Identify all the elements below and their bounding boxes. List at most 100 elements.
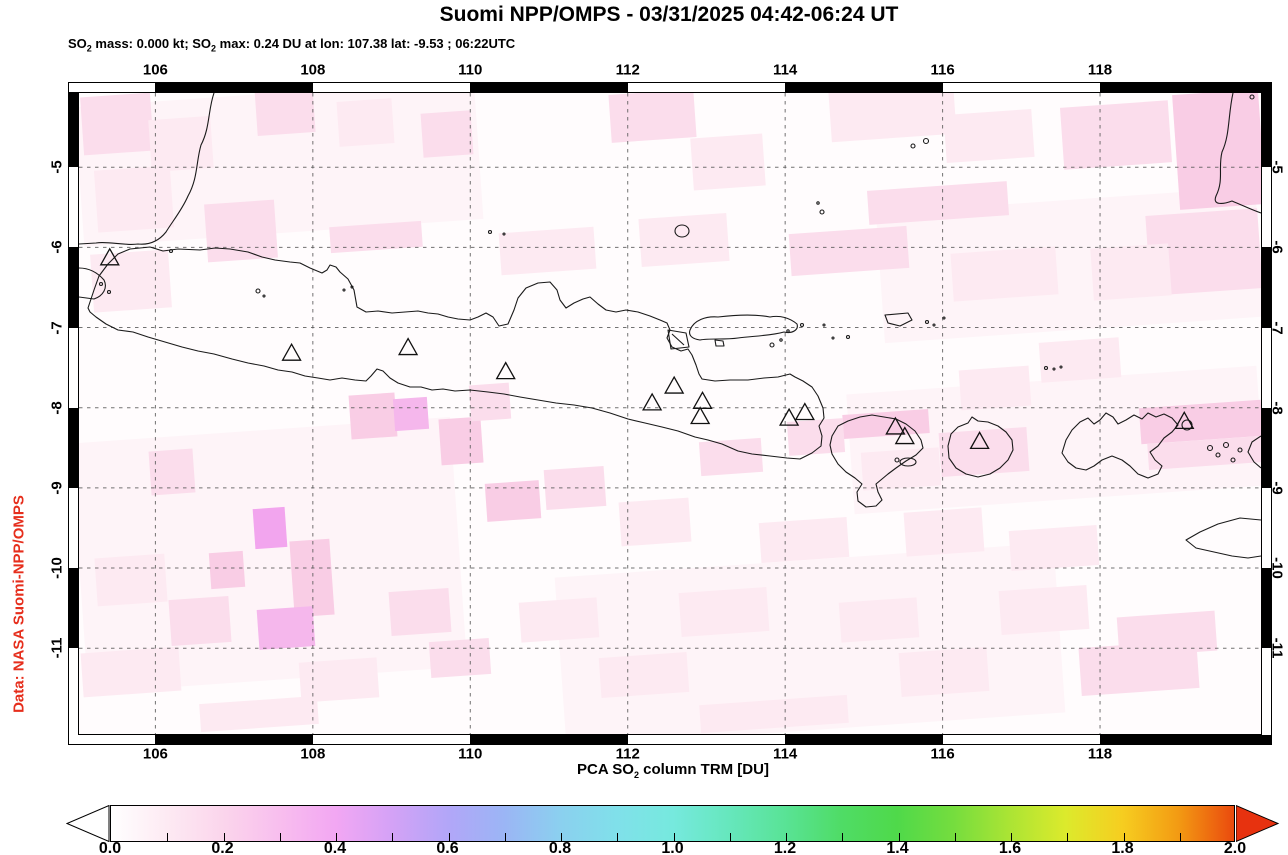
colorbar-tick-label: 1.6: [998, 840, 1022, 855]
lon-tick-label-bottom: 114: [773, 745, 798, 763]
colorbar-tick: [1179, 833, 1181, 841]
so2-pixel: [618, 497, 692, 547]
subtitle: SO2 mass: 0.000 kt; SO2 max: 0.24 DU at …: [68, 36, 516, 54]
frame-band-segment: [1100, 83, 1271, 92]
so2-pixel: [898, 646, 990, 698]
frame-band-segment: [69, 568, 78, 649]
so2-pixel: [690, 133, 766, 191]
frame-band-top: [69, 83, 1271, 92]
frame-band-segment: [785, 83, 943, 92]
colorbar-tick: [842, 833, 844, 841]
so2-pixel: [484, 480, 542, 522]
so2-pixel: [950, 246, 1059, 302]
coast-lombok: [947, 416, 1014, 478]
so2-pixel: [80, 93, 154, 156]
volcano-triangle-marker: [969, 431, 990, 450]
colorbar-tick: [1067, 833, 1069, 841]
frame-band-segment: [785, 735, 943, 744]
frame-band-bottom: [69, 735, 1271, 744]
so2-pixel: [943, 108, 1035, 164]
frame-band-segment: [470, 735, 628, 744]
so2-pixel: [329, 220, 423, 254]
lat-tick-label-left: -5: [48, 160, 66, 174]
coast-bali: [829, 414, 924, 508]
frame-band-segment: [1262, 568, 1271, 649]
volcano-triangle-marker: [397, 337, 419, 356]
frame-band-segment: [942, 83, 1101, 92]
lat-tick-label-right: -9: [1268, 481, 1286, 495]
so2-pixel: [252, 506, 288, 550]
lat-tick-label-left: -9: [48, 481, 66, 495]
so2-pixel: [860, 447, 942, 491]
so2-pixel: [828, 93, 957, 143]
coast-sumatra-bay: [79, 267, 106, 300]
so2-pixel: [698, 437, 764, 477]
frame-band-segment: [470, 83, 628, 92]
so2-pixel: [148, 448, 196, 496]
so2-pixel: [788, 225, 910, 277]
colorbar-tick: [392, 833, 394, 841]
so2-pixel: [204, 199, 278, 263]
volcano-triangle-marker: [664, 375, 685, 394]
colorbar-tick: [448, 833, 450, 841]
frame-band-segment: [1262, 92, 1271, 168]
volcano-triangle-marker: [885, 416, 906, 435]
volcano-triangle-marker: [642, 392, 663, 411]
colorbar-tick: [336, 833, 337, 841]
so2-pixel: [846, 365, 1261, 515]
so2-pixel: [348, 392, 398, 440]
frame-band-segment: [627, 83, 786, 92]
lon-tick-label-top: 118: [1087, 61, 1113, 79]
colorbar-over-arrow: [1236, 805, 1280, 842]
colorbar-tick: [673, 833, 675, 841]
so2-pixel: [866, 181, 1010, 225]
so2-pixel: [1145, 208, 1261, 296]
so2-pixel: [938, 426, 1030, 478]
so2-pixel: [298, 657, 380, 703]
colorbar-tick: [954, 833, 956, 841]
so2-pixel: [148, 115, 214, 173]
lon-tick-label-top: 116: [930, 61, 955, 79]
frame-band-segment: [69, 247, 78, 328]
frame-band-segment: [69, 648, 78, 735]
volcano-triangle-marker: [1174, 411, 1195, 429]
so2-pixel: [638, 212, 730, 268]
so2-pixel: [93, 165, 175, 233]
lat-tick-label-left: -7: [48, 320, 66, 335]
lat-tick-label-left: -11: [48, 637, 66, 659]
so2-pixel: [208, 550, 246, 590]
so2-pixel: [958, 365, 1032, 411]
so2-pixel: [608, 93, 697, 143]
so2-pixel: [498, 226, 597, 276]
lat-tick-label-left: -10: [48, 557, 66, 579]
so2-pixel: [1038, 337, 1122, 383]
graticule-layer: [79, 93, 1261, 734]
frame-band-segment: [1262, 648, 1271, 735]
volcano-triangle-marker: [690, 406, 711, 425]
colorbar-tick-label: 0.0: [98, 840, 122, 855]
colorbar-tick: [167, 833, 169, 841]
frame-band-segment: [1262, 487, 1271, 569]
volcano-triangle-marker: [894, 426, 915, 445]
so2-pixel: [336, 98, 395, 147]
lat-tick-label-right: -11: [1268, 637, 1286, 659]
so2-pixel: [168, 595, 232, 647]
so2-pixel: [289, 538, 335, 618]
frame-band-segment: [155, 735, 313, 744]
frame-band-segment: [312, 735, 471, 744]
lon-tick-label-bottom: 116: [930, 745, 955, 763]
lat-tick-label-left: -8: [48, 401, 66, 415]
lat-tick-label-right: -7: [1268, 320, 1286, 335]
colorbar-tick-label: 0.6: [436, 840, 459, 855]
so2-pixel: [392, 396, 430, 432]
colorbar-tick-label: 1.4: [886, 840, 909, 855]
colorbar-tick-label: 2.0: [1223, 840, 1247, 855]
so2-pixel: [94, 553, 168, 607]
so2-pixel: [699, 694, 849, 734]
so2-pixel: [199, 695, 319, 733]
map-area: [78, 92, 1262, 735]
so2-pixel: [254, 93, 316, 136]
frame-band-segment: [1262, 167, 1271, 248]
lon-tick-label-bottom: 106: [142, 745, 168, 763]
